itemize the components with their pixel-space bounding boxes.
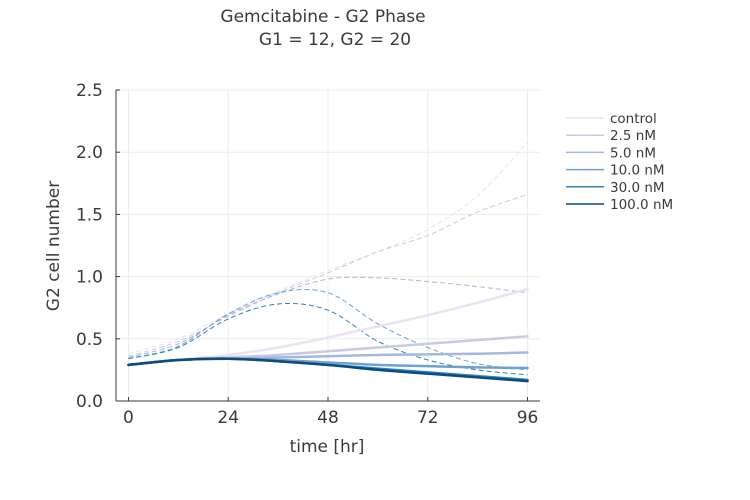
chart-subtitle: G1 = 12, G2 = 20 [259, 30, 411, 50]
legend-label-0: control [610, 111, 657, 127]
data-line-2 [128, 276, 528, 358]
y-tick-label: 0.5 [76, 330, 103, 350]
chart-title: Gemcitabine - G2 Phase [220, 7, 425, 27]
y-axis-label: G2 cell number [44, 181, 64, 311]
legend-label-3: 10.0 nM [610, 163, 665, 179]
tick-labels: 0 24 48 72 96 0.0 0.5 1.0 1.5 2.0 2.5 [76, 81, 538, 428]
y-tick-label: 1.5 [76, 205, 103, 225]
x-tick-label: 0 [123, 408, 134, 428]
y-tick-label: 2.0 [76, 143, 103, 163]
legend-label-4: 30.0 nM [610, 180, 665, 196]
x-tick-label: 72 [417, 408, 439, 428]
legend-label-1: 2.5 nM [610, 128, 656, 144]
y-tick-label: 2.5 [76, 81, 103, 101]
plot-area: 0 24 48 72 96 0.0 0.5 1.0 1.5 2.0 2.5 [76, 81, 540, 428]
x-tick-label: 96 [517, 408, 539, 428]
x-tick-label: 48 [317, 408, 339, 428]
x-axis-label: time [hr] [290, 437, 365, 457]
x-tick-label: 24 [217, 408, 239, 428]
data-line-1 [128, 194, 528, 357]
y-tick-label: 1.0 [76, 268, 103, 288]
data-line-3 [128, 289, 528, 371]
model-line-5 [127, 357, 529, 383]
y-tick-label: 0.0 [76, 392, 103, 412]
model-series [127, 287, 529, 383]
axes [115, 89, 540, 402]
legend-label-5: 100.0 nM [610, 197, 673, 213]
legend-label-2: 5.0 nM [610, 145, 656, 161]
data-line-0 [128, 141, 528, 355]
